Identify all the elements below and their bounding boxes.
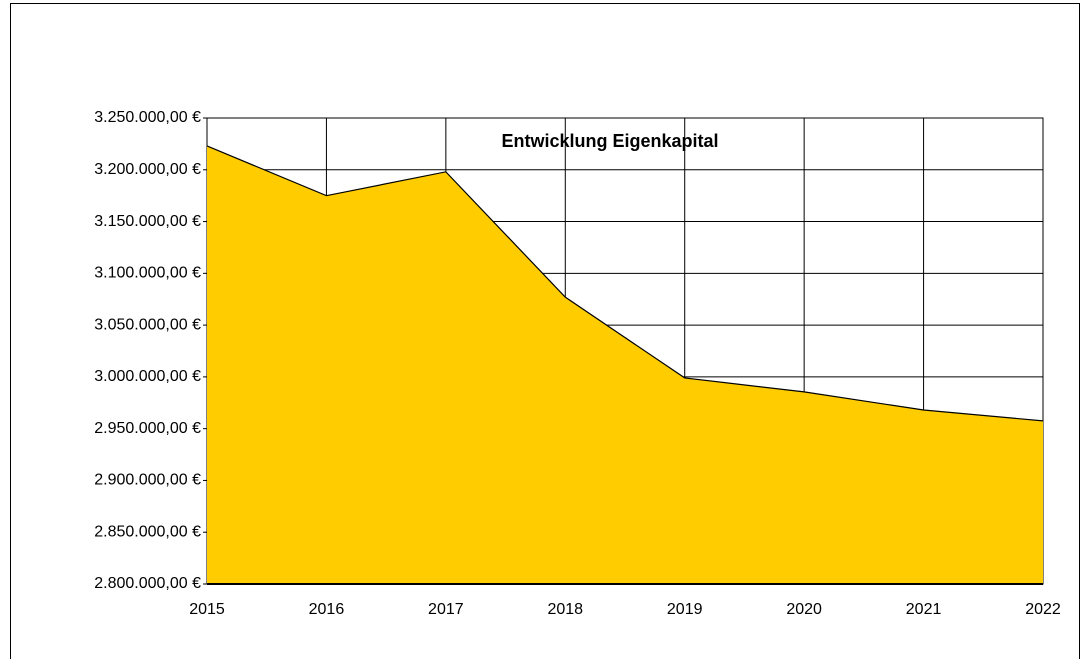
x-tick-label: 2015	[189, 601, 225, 618]
x-tick-label: 2018	[547, 601, 583, 618]
y-tick-label: 3.000.000,00 €	[94, 368, 201, 385]
marks	[206, 145, 1044, 585]
x-tick-label: 2022	[1025, 601, 1061, 618]
chart-frame	[10, 3, 1080, 659]
x-tick-label: 2020	[786, 601, 822, 618]
x-tick-label: 2019	[667, 601, 703, 618]
y-tick-label: 3.250.000,00 €	[94, 109, 201, 126]
y-tick-label: 3.150.000,00 €	[94, 213, 201, 230]
y-tick-label: 3.050.000,00 €	[94, 316, 201, 333]
y-tick-label: 2.850.000,00 €	[94, 523, 201, 540]
area-outline	[206, 145, 1044, 422]
x-tick-label: 2016	[309, 601, 345, 618]
y-tick-label: 2.900.000,00 €	[94, 472, 201, 489]
chart-title: Entwicklung Eigenkapital	[501, 131, 718, 151]
y-tick-label: 2.800.000,00 €	[94, 575, 201, 592]
y-tick-label: 3.200.000,00 €	[94, 161, 201, 178]
y-tick-label: 2.950.000,00 €	[94, 420, 201, 437]
x-tick-label: 2017	[428, 601, 464, 618]
area	[207, 145, 1043, 584]
labels: 2.800.000,00 € 2.850.000,00 € 2.900.000,00…	[94, 109, 1061, 618]
x-tick-label: 2021	[906, 601, 942, 618]
y-tick-label: 3.100.000,00 €	[94, 265, 201, 282]
